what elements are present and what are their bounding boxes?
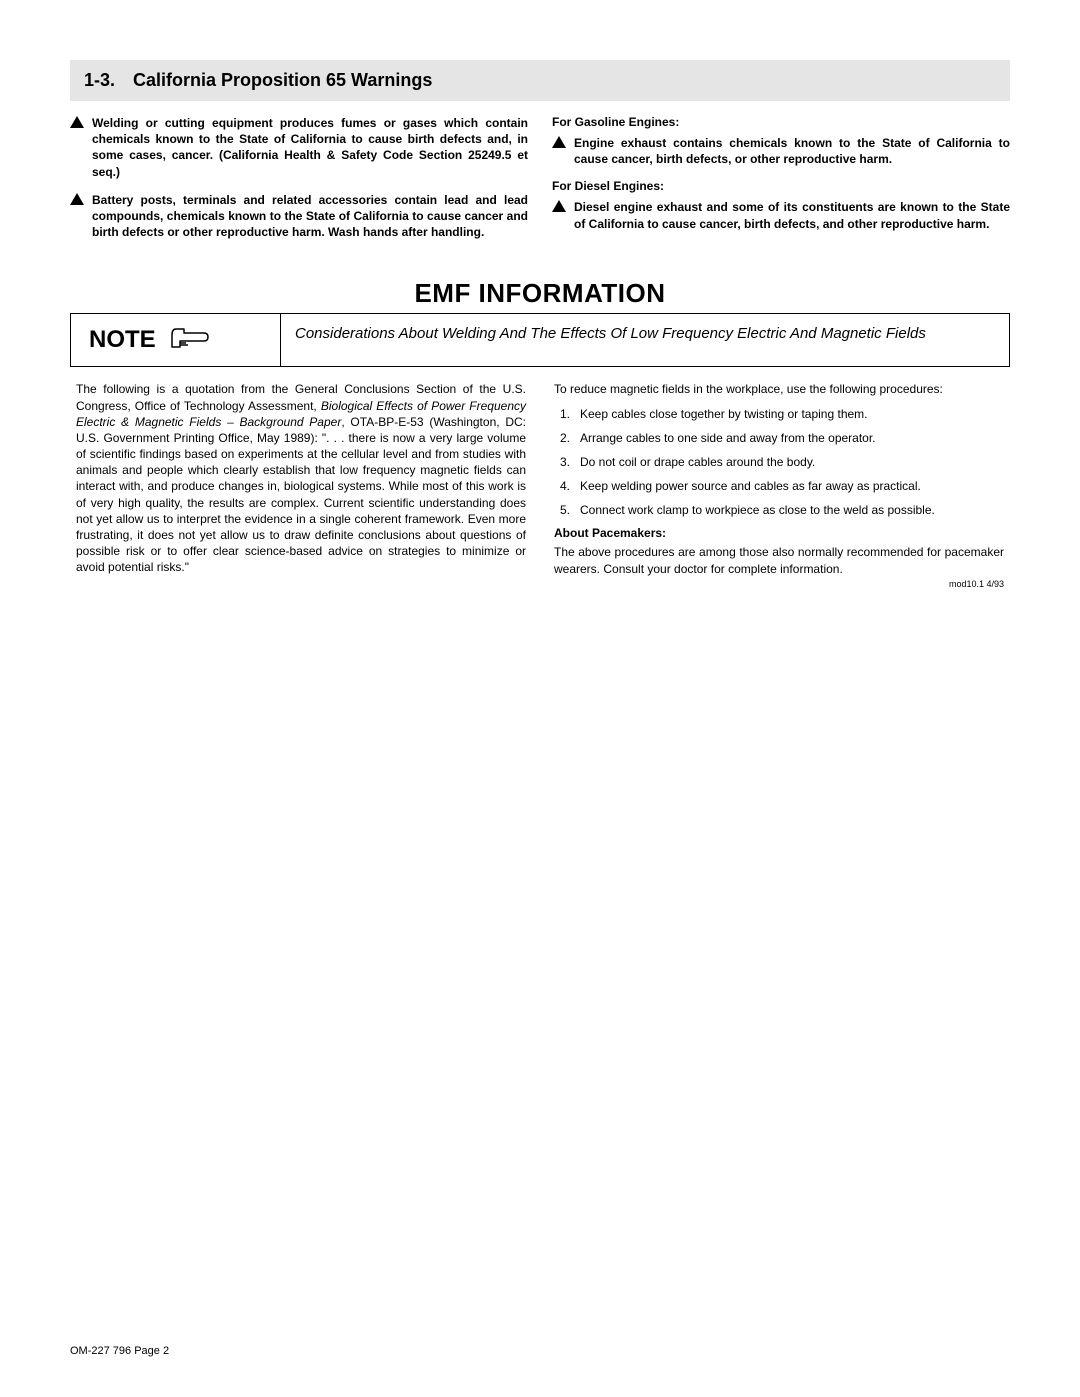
item-text: Connect work clamp to workpiece as close… [580, 502, 935, 518]
about-pacemakers-text: The above procedures are among those als… [554, 544, 1004, 576]
triangle-icon [552, 136, 566, 148]
about-pacemakers-heading: About Pacemakers: [554, 526, 1004, 540]
item-text: Do not coil or drape cables around the b… [580, 454, 815, 470]
quote-post: , OTA-BP-E-53 (Washington, DC: U.S. Gove… [76, 415, 526, 575]
warning-text: Welding or cutting equipment produces fu… [92, 115, 528, 180]
gasoline-heading: For Gasoline Engines: [552, 115, 1010, 129]
warning-text: Battery posts, terminals and related acc… [92, 192, 528, 241]
pointing-hand-icon [170, 327, 210, 353]
warnings-right-col: For Gasoline Engines: Engine exhaust con… [552, 115, 1010, 252]
emf-left-col: The following is a quotation from the Ge… [76, 381, 526, 589]
triangle-icon [70, 116, 84, 128]
emf-right-col: To reduce magnetic fields in the workpla… [554, 381, 1004, 589]
list-item: 2. Arrange cables to one side and away fr… [554, 430, 1004, 446]
warning-item: Diesel engine exhaust and some of its co… [552, 199, 1010, 231]
warning-item: Welding or cutting equipment produces fu… [70, 115, 528, 180]
list-item: 3. Do not coil or drape cables around the… [554, 454, 1004, 470]
warning-item: Battery posts, terminals and related acc… [70, 192, 528, 241]
note-label: NOTE [89, 326, 156, 354]
warning-item: Engine exhaust contains chemicals known … [552, 135, 1010, 167]
quote-paragraph: The following is a quotation from the Ge… [76, 381, 526, 575]
note-text: Considerations About Welding And The Eff… [281, 314, 1009, 366]
warnings-left-col: Welding or cutting equipment produces fu… [70, 115, 528, 252]
item-number: 3. [554, 454, 570, 470]
emf-title: EMF INFORMATION [70, 278, 1010, 309]
item-text: Keep welding power source and cables as … [580, 478, 921, 494]
mod-reference: mod10.1 4/93 [554, 579, 1004, 589]
triangle-icon [70, 193, 84, 205]
item-number: 2. [554, 430, 570, 446]
item-number: 5. [554, 502, 570, 518]
section-header: 1-3. California Proposition 65 Warnings [70, 60, 1010, 101]
procedures-list: 1. Keep cables close together by twisting… [554, 406, 1004, 519]
section-title: California Proposition 65 Warnings [133, 70, 432, 90]
page-footer: OM-227 796 Page 2 [70, 1345, 169, 1357]
list-item: 1. Keep cables close together by twisting… [554, 406, 1004, 422]
warning-text: Diesel engine exhaust and some of its co… [574, 199, 1010, 231]
warning-text: Engine exhaust contains chemicals known … [574, 135, 1010, 167]
item-number: 1. [554, 406, 570, 422]
item-text: Arrange cables to one side and away from… [580, 430, 876, 446]
section-number: 1-3. [84, 70, 128, 91]
triangle-icon [552, 200, 566, 212]
procedures-intro: To reduce magnetic fields in the workpla… [554, 381, 1004, 397]
item-text: Keep cables close together by twisting o… [580, 406, 868, 422]
note-left: NOTE [71, 314, 281, 366]
list-item: 4. Keep welding power source and cables a… [554, 478, 1004, 494]
item-number: 4. [554, 478, 570, 494]
emf-body: The following is a quotation from the Ge… [70, 367, 1010, 589]
note-box: NOTE Considerations About Welding And Th… [70, 313, 1010, 367]
diesel-heading: For Diesel Engines: [552, 179, 1010, 193]
warnings-body: Welding or cutting equipment produces fu… [70, 101, 1010, 272]
list-item: 5. Connect work clamp to workpiece as clo… [554, 502, 1004, 518]
